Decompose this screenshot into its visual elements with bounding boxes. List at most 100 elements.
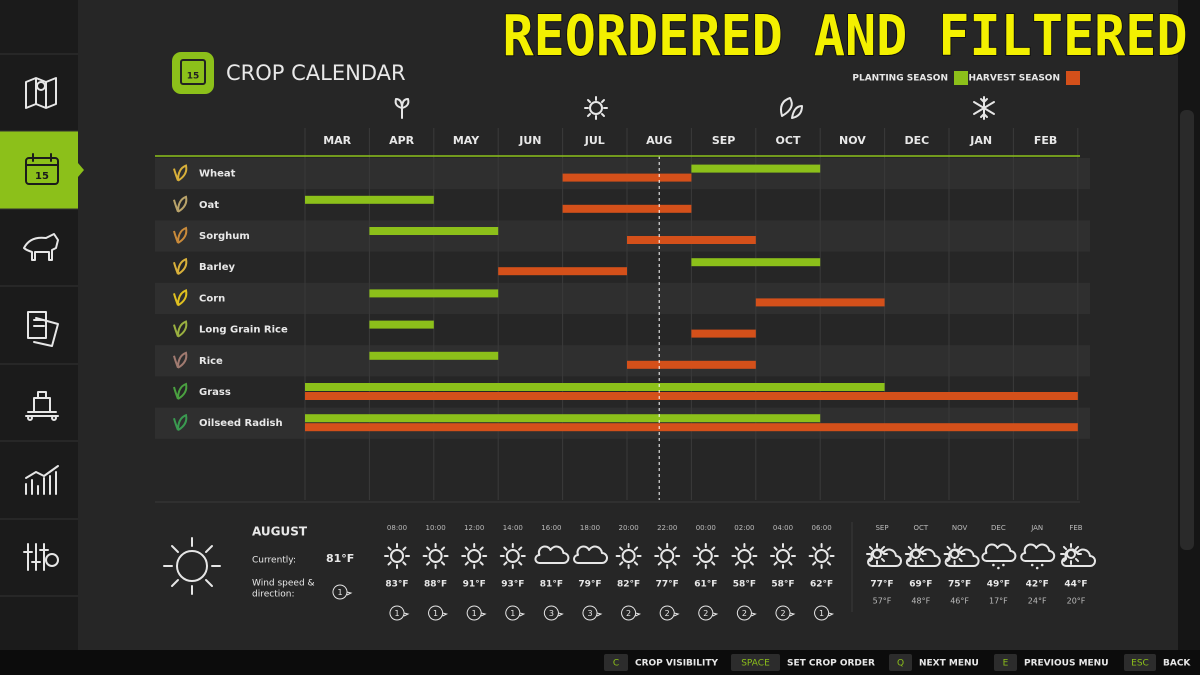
footer xyxy=(0,650,1200,675)
action-label[interactable]: PREVIOUS MENU xyxy=(1024,659,1109,669)
forecast-month: DEC xyxy=(991,524,1006,532)
wind-value: 2 xyxy=(626,609,631,618)
month-label: JUN xyxy=(518,134,541,147)
wind-value: 3 xyxy=(549,609,554,618)
hour-temp: 83°F xyxy=(385,580,408,590)
sidebar-pointer xyxy=(78,163,84,177)
hour-label: 06:00 xyxy=(812,524,832,532)
autumn-icon xyxy=(780,97,803,119)
month-label: JUL xyxy=(584,134,605,147)
sun-rays xyxy=(692,543,719,569)
wind-indicator xyxy=(736,605,757,621)
hour-label: 18:00 xyxy=(580,524,600,532)
calendar-icon[interactable] xyxy=(25,157,59,185)
action-label[interactable]: BACK xyxy=(1163,659,1191,669)
snow-dot xyxy=(1002,563,1005,567)
hour-temp: 81°F xyxy=(540,580,563,590)
snow-dot xyxy=(997,566,1000,570)
sun-rays xyxy=(943,543,966,565)
production-icon[interactable] xyxy=(25,391,59,417)
hour-temp: 77°F xyxy=(656,580,679,590)
hour-temp: 79°F xyxy=(578,580,601,590)
current-weather-icon xyxy=(163,537,221,595)
cloud-icon xyxy=(534,545,570,564)
wind-value: 1 xyxy=(433,609,438,618)
planting-bar xyxy=(691,258,821,267)
sun-rays xyxy=(904,543,927,565)
sun-icon xyxy=(776,549,790,563)
wind-indicator xyxy=(659,605,680,621)
forecast-low: 17°F xyxy=(989,597,1008,606)
planting-bar xyxy=(369,289,499,298)
month-label: AUG xyxy=(646,134,672,147)
sidebar-separators xyxy=(0,53,78,597)
wind-value: 1 xyxy=(472,609,477,618)
month-label: OCT xyxy=(776,134,801,147)
crop-name[interactable]: Rice xyxy=(199,356,223,367)
harvest-bar xyxy=(305,392,1078,400)
planting-bar xyxy=(369,320,434,329)
wind-value: 1 xyxy=(394,609,399,618)
wind-indicator xyxy=(428,605,449,621)
hour-temp: 58°F xyxy=(771,580,794,590)
animals-icon[interactable] xyxy=(23,233,59,261)
key-box[interactable] xyxy=(889,654,912,671)
sun-rays xyxy=(1060,543,1082,565)
key-box[interactable] xyxy=(731,654,780,671)
sun-rays xyxy=(499,543,526,569)
crop-name[interactable]: Sorghum xyxy=(199,231,250,242)
summer-rays xyxy=(584,96,608,120)
harvest-bar xyxy=(627,360,756,369)
harvest-bar xyxy=(755,298,885,307)
sun-rays xyxy=(422,543,449,569)
sun-icon xyxy=(428,549,443,563)
key-box[interactable] xyxy=(604,654,628,671)
forecast-high: 42°F xyxy=(1026,580,1049,590)
crop-icon xyxy=(173,257,188,276)
key-box[interactable] xyxy=(994,654,1017,671)
sun-icon xyxy=(698,549,713,563)
settings-icon[interactable] xyxy=(23,543,49,571)
cloud-icon xyxy=(981,543,1017,562)
crop-name[interactable]: Grass xyxy=(199,387,231,398)
hour-temp: 61°F xyxy=(694,580,717,590)
wind-indicator xyxy=(543,605,564,621)
wind-indicator xyxy=(332,584,353,600)
legend-harvest-label: HARVEST SEASON xyxy=(968,74,1060,84)
sun-icon xyxy=(505,549,520,563)
wind-value: 2 xyxy=(780,609,785,618)
month-label: SEP xyxy=(712,134,736,147)
action-label[interactable]: CROP VISIBILITY xyxy=(635,659,718,669)
action-label[interactable]: SET CROP ORDER xyxy=(787,659,875,669)
hour-label: 10:00 xyxy=(426,524,446,532)
crop-name[interactable]: Barley xyxy=(199,262,236,273)
forecast-low: 20°F xyxy=(1067,597,1086,606)
current-temp: 81°F xyxy=(326,552,354,565)
crop-name[interactable]: Long Grain Rice xyxy=(199,325,288,336)
wind-indicator xyxy=(698,605,719,621)
sidebar-active[interactable] xyxy=(0,131,78,209)
cloud-icon xyxy=(573,545,608,564)
statistics-icon[interactable] xyxy=(25,465,59,495)
month-label: JAN xyxy=(969,134,992,147)
contracts-icon[interactable] xyxy=(27,311,59,347)
harvest-bar xyxy=(691,329,756,338)
hour-temp: 88°F xyxy=(424,580,447,590)
map-icon[interactable] xyxy=(25,77,57,109)
harvest-bar xyxy=(498,267,627,276)
crop-name[interactable]: Oat xyxy=(199,200,219,211)
crop-name[interactable]: Wheat xyxy=(199,169,236,180)
harvest-bar xyxy=(562,173,692,182)
snow-dot xyxy=(1040,563,1044,567)
crop-name[interactable]: Oilseed Radish xyxy=(199,418,283,429)
action-label[interactable]: NEXT MENU xyxy=(919,659,979,669)
sun-rays xyxy=(731,543,758,569)
wind-value: 3 xyxy=(587,609,592,618)
sun-rays xyxy=(866,543,888,565)
crop-name[interactable]: Corn xyxy=(199,293,225,304)
crop-icon xyxy=(173,413,188,432)
banner: REORDERED AND FILTERED xyxy=(503,4,1188,69)
key-box[interactable] xyxy=(1124,654,1156,671)
cloud-icon xyxy=(1061,548,1096,567)
sidebar-icons xyxy=(23,77,59,571)
